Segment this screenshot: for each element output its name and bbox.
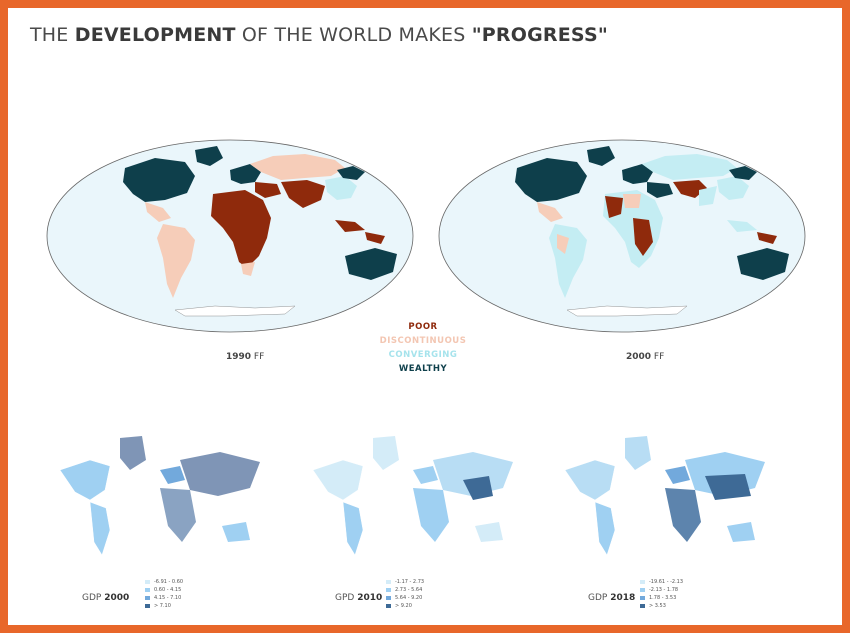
map-caption-1990: 1990 FF: [226, 352, 265, 362]
gdp-map-2018: [564, 436, 765, 556]
legend-discontinuous: DISCONTINUOUS: [379, 336, 467, 346]
world-map-1990: [46, 139, 414, 333]
legend-wealthy: WEALTHY: [398, 364, 448, 374]
gdp-map-2000: [59, 436, 260, 556]
gdp-legend-2018: -19.61 - -2.13 -2.13 - 1.78 1.78 - 3.53 …: [640, 578, 683, 610]
gdp-caption-2018: GDP 2018: [588, 593, 636, 603]
world-map-2000: [438, 139, 806, 333]
map-caption-2000: 2000 FF: [626, 352, 665, 362]
legend-poor: POOR: [408, 322, 438, 332]
gdp-legend-2000: -6.91 - 0.60 0.60 - 4.15 4.15 - 7.10 > 7…: [145, 578, 183, 610]
gdp-legend-2010: -1.17 - 2.73 2.73 - 5.64 5.64 - 9.20 > 9…: [386, 578, 424, 610]
legend-converging: CONVERGING: [388, 350, 458, 360]
gdp-map-2010: [312, 436, 513, 556]
gdp-caption-2000: GDP 2000: [82, 593, 130, 603]
page-title: THE DEVELOPMENT OF THE WORLD MAKES "PROG…: [30, 24, 608, 46]
gdp-caption-2010: GPD 2010: [335, 593, 383, 603]
development-legend: POOR DISCONTINUOUS CONVERGING WEALTHY: [368, 320, 478, 376]
